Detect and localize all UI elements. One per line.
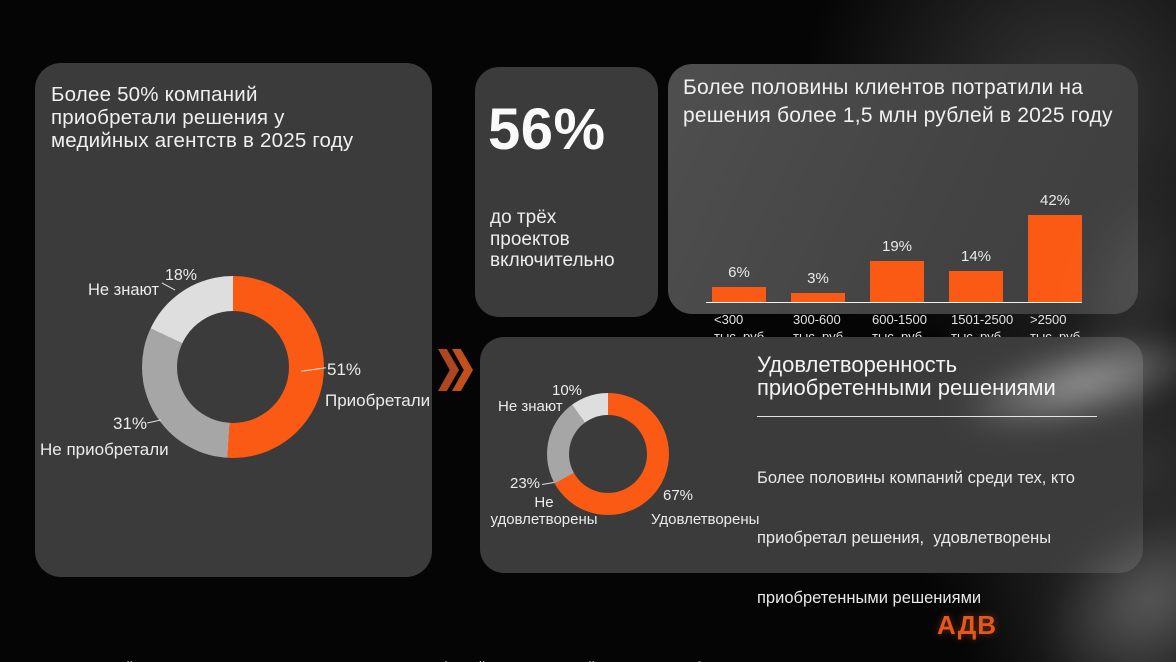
bar-column: 3% xyxy=(791,270,845,302)
donut-hole xyxy=(569,415,647,493)
caption-line: проектов xyxy=(490,228,570,250)
body-line: приобретенными решениями xyxy=(757,589,982,607)
title-line: Более 50% компаний xyxy=(51,83,258,106)
bar-value-label: 42% xyxy=(1039,192,1071,209)
donut-value-label: 23% xyxy=(510,475,541,492)
donut-value-label: 10% xyxy=(552,382,583,399)
bar-value-label: 6% xyxy=(728,264,750,281)
bar-column: 19% xyxy=(870,238,924,302)
stat-card: 56% до трёх проектов включительно xyxy=(475,67,658,317)
title-line: медийных агентств в 2025 году xyxy=(51,129,354,152)
stat-value: 56% xyxy=(488,97,606,162)
title-line: приобретали решения у xyxy=(51,106,285,129)
stat-caption: до трёх проектов включительно xyxy=(490,207,615,272)
bar xyxy=(1028,215,1082,302)
divider-line xyxy=(757,416,1097,417)
donut-segment-label: Приобретали xyxy=(325,391,431,410)
spend-card-title: Более половины клиентов потратили на реш… xyxy=(683,74,1113,130)
spend-chart-card: Более половины клиентов потратили на реш… xyxy=(668,64,1138,378)
footnote-line: Источник: Онлайн-исследование АДВ и Коми… xyxy=(35,656,844,662)
category-range: 600-1500 xyxy=(872,312,927,327)
body-line: приобретал решения, удовлетворены xyxy=(757,529,1052,547)
donut-segment-label: Не приобретали xyxy=(40,440,169,459)
purchase-donut-chart xyxy=(142,276,324,458)
bar xyxy=(870,261,924,302)
donut-value-label: 67% xyxy=(663,487,694,504)
satisfaction-card-title: Удовлетворенность приобретенными решения… xyxy=(757,353,1056,399)
purchase-chart-card: Более 50% компаний приобретали решения у… xyxy=(35,63,432,577)
donut-value-label: 51% xyxy=(327,360,362,379)
bar-column: 42% xyxy=(1028,192,1082,302)
donut-segment-label: Не знают xyxy=(498,398,563,415)
category-range: 1501-2500 xyxy=(951,312,1014,327)
donut-segment-label: Удовлетворены xyxy=(651,511,760,528)
adv-logo: АДВ xyxy=(937,610,998,640)
satisfaction-donut-chart xyxy=(547,393,669,515)
bar-value-label: 14% xyxy=(960,248,992,265)
x-axis-line xyxy=(706,302,1082,303)
donut-segment-label: Не знают xyxy=(88,281,160,299)
body-line: Более половины компаний среди тех, кто xyxy=(757,469,1075,487)
title-line: приобретенными решениями xyxy=(757,375,1056,400)
bar-value-label: 19% xyxy=(881,238,913,255)
source-footnote: Источник: Онлайн-исследование АДВ и Коми… xyxy=(35,612,844,662)
satisfaction-chart-card: 10% Не знают 23% Не удовлетворены 67% Уд… xyxy=(480,337,1143,607)
donut-value-label: 18% xyxy=(165,267,198,284)
purchase-card-title: Более 50% компаний приобретали решения у… xyxy=(51,83,353,152)
caption-line: включительно xyxy=(490,250,615,271)
title-line: Удовлетворенность xyxy=(757,352,958,377)
donut-hole xyxy=(177,311,289,423)
bar xyxy=(791,293,845,302)
title-line: решения более 1,5 млн рублей в 2025 году xyxy=(683,104,1113,127)
bar-value-label: 3% xyxy=(807,270,829,287)
donut-value-label: 31% xyxy=(113,414,148,433)
category-range: >2500 xyxy=(1030,312,1067,327)
bar-column: 14% xyxy=(949,248,1003,302)
bar xyxy=(949,271,1003,302)
leader-line xyxy=(147,419,161,424)
bar-column: 6% xyxy=(712,264,766,302)
caption-line: до трёх xyxy=(490,207,557,228)
donut-segment-label: Не удовлетворены xyxy=(490,494,598,528)
category-range: 300-600 xyxy=(793,312,841,327)
bar xyxy=(712,287,766,302)
leader-line xyxy=(542,481,554,486)
category-range: <300 xyxy=(714,312,744,327)
title-line: Более половины клиентов потратили на xyxy=(683,76,1084,99)
bar-chart: 6% 3% 19% 14% 42% xyxy=(706,128,1082,302)
